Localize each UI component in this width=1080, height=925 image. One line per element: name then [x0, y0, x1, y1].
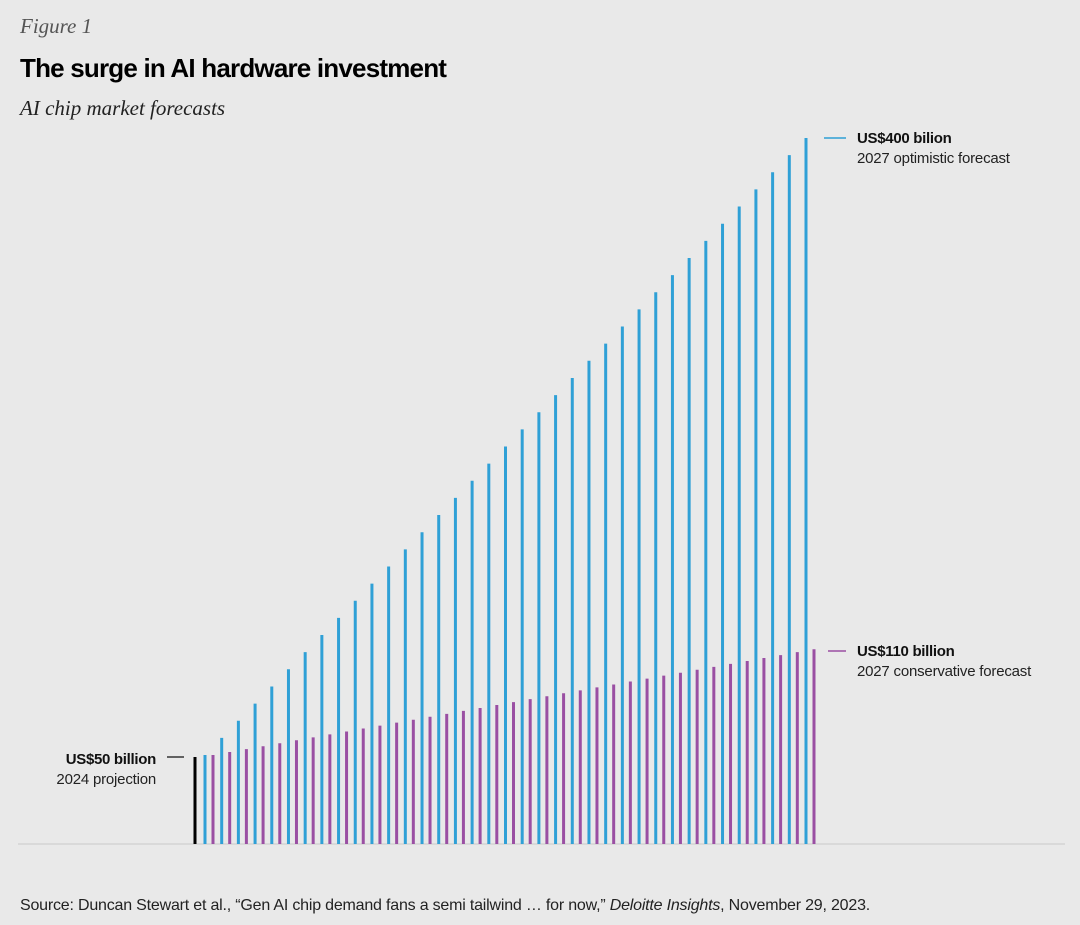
- source-publication: Deloitte Insights: [609, 897, 721, 914]
- optimistic-series: [203, 138, 808, 844]
- optimistic-desc-label: 2027 optimistic forecast: [857, 150, 1011, 167]
- source-suffix: , November 29, 2023.: [720, 897, 871, 914]
- chart-subtitle: AI chip market forecasts: [20, 96, 226, 120]
- conservative-desc-label: 2027 conservative forecast: [857, 663, 1032, 680]
- bar-chart: US$50 billion 2024 projection US$400 bil…: [18, 130, 1065, 845]
- optimistic-value-label: US$400 bilion: [857, 130, 952, 147]
- source-prefix: Source: Duncan Stewart et al., “Gen AI c…: [20, 897, 610, 914]
- conservative-value-label: US$110 billion: [857, 643, 955, 660]
- conservative-series: [211, 649, 816, 844]
- figure-label: Figure 1: [20, 14, 93, 38]
- start-desc-label: 2024 projection: [56, 771, 156, 788]
- chart-title: The surge in AI hardware investment: [20, 53, 447, 83]
- start-value-label: US$50 billion: [66, 751, 156, 768]
- source-note: Source: Duncan Stewart et al., “Gen AI c…: [20, 897, 870, 915]
